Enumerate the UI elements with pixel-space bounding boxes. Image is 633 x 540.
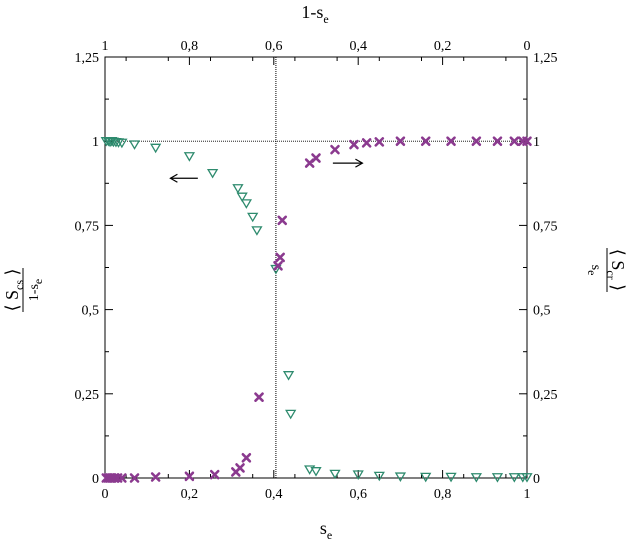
y-right-tick-label: 0,75 [533, 219, 558, 234]
series-2-point [374, 137, 385, 147]
series-2-point [254, 392, 264, 402]
series-1-point [470, 473, 482, 483]
series-2-point [275, 252, 285, 263]
top-tick-label: 0,6 [265, 39, 283, 54]
top-axis-title: 1-se [301, 2, 328, 26]
arrow-left-head [169, 173, 178, 183]
top-tick-label: 0 [524, 39, 531, 54]
arrow-right-head [355, 158, 364, 168]
series-2-point [522, 136, 532, 146]
series-2-point [129, 473, 140, 483]
svg-text:1-se: 1-se [27, 279, 45, 301]
series-1-point [282, 371, 295, 381]
series-1-point [206, 168, 219, 179]
series-1-point [236, 192, 248, 203]
series-1-point [373, 471, 385, 482]
series-1-point [420, 472, 432, 483]
x-tick-label: 0,4 [265, 487, 283, 502]
svg-text:⟨ Scr ⟩: ⟨ Scr ⟩ [604, 249, 628, 291]
series-1-point [304, 465, 316, 475]
series-1-point [247, 212, 259, 223]
x-tick-label: 1 [524, 487, 531, 502]
y-left-tick-label: 0,75 [75, 219, 100, 234]
series-1-point [491, 473, 504, 483]
series-2-point [235, 463, 245, 473]
y-right-tick-label: 0 [533, 472, 540, 487]
y-left-tick-label: 1,25 [75, 51, 100, 66]
series-2-point [395, 136, 406, 146]
series-2-point [330, 144, 340, 155]
series-1-point [106, 136, 118, 147]
series-2-point [117, 473, 127, 483]
series-2-point [277, 215, 288, 226]
y-left-tick-label: 0,5 [82, 304, 100, 319]
series-2-point [509, 136, 520, 146]
series-1-point [240, 199, 253, 209]
series-2-point [311, 153, 321, 163]
series-1-point [251, 226, 263, 236]
series-2-point [241, 452, 252, 463]
y-right-tick-label: 0,25 [533, 388, 558, 403]
x-axis-title: se [320, 518, 332, 540]
series-1-point [521, 473, 533, 483]
series-2-point [361, 138, 372, 148]
series-1-point [352, 470, 364, 480]
series-1-point [394, 472, 407, 482]
y-left-tick-label: 0,25 [75, 388, 100, 403]
series-2-point [446, 136, 456, 146]
x-tick-label: 0,6 [349, 487, 367, 502]
top-tick-label: 0,4 [349, 39, 367, 54]
series-1-point [183, 152, 196, 162]
plot-layer: 0 0,2 0,4 0,6 0,8 11 0,8 0,6 0,4 0,2 00 00,25 0,250,… [75, 39, 558, 502]
svg-text:⟨ Scs ⟩: ⟨ Scs ⟩ [2, 268, 26, 311]
x-tick-label: 0,2 [181, 487, 199, 502]
x-tick-label: 0,8 [434, 487, 452, 502]
series-2-point [349, 139, 359, 150]
series-2-point [273, 261, 283, 271]
y-right-axis-title: ⟨ Scr ⟩ se [585, 248, 628, 292]
plot-frame [104, 56, 528, 479]
y-left-tick-label: 0 [92, 472, 99, 487]
top-tick-label: 0,2 [434, 39, 452, 54]
series-1-point [508, 473, 520, 483]
series-1-point [116, 138, 128, 149]
series-1-point [329, 469, 341, 480]
series-2-point [492, 136, 503, 146]
y-left-axis-title: ⟨ Scs ⟩ 1-se [2, 268, 45, 312]
x-tick-label: 0 [102, 487, 109, 502]
series-2-point [150, 472, 161, 482]
series-2-point [420, 136, 431, 146]
y-right-tick-label: 0,5 [533, 304, 551, 319]
top-tick-label: 1 [102, 39, 109, 54]
series-2-point [471, 136, 482, 146]
y-right-tick-label: 1,25 [533, 51, 558, 66]
series-1-point [128, 140, 141, 150]
top-tick-label: 0,8 [181, 39, 199, 54]
y-left-tick-label: 1 [92, 135, 99, 150]
series-1-point [285, 409, 297, 420]
series-1-point [150, 143, 162, 154]
series-1-point [445, 472, 457, 483]
series-2-point [209, 469, 220, 480]
series-1-point [310, 467, 322, 477]
series-1-point [232, 184, 244, 194]
y-right-tick-label: 1 [533, 135, 540, 150]
series-2-point [184, 471, 195, 482]
svg-text:se: se [585, 265, 603, 276]
